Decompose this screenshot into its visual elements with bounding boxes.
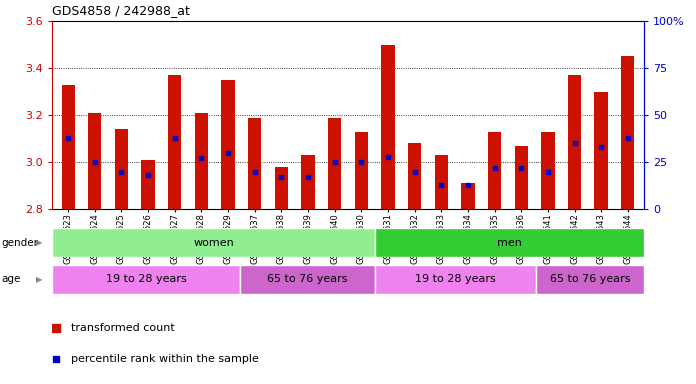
Bar (52, 265, 240, 294)
Bar (594, 92, 608, 209)
Text: GDS4858 / 242988_at: GDS4858 / 242988_at (52, 4, 190, 17)
Text: age: age (1, 274, 21, 285)
Bar (115, 129, 128, 209)
Bar (52, 228, 375, 257)
Bar (408, 143, 421, 209)
Bar (168, 75, 182, 209)
Bar (434, 155, 448, 209)
Bar (536, 265, 644, 294)
Text: gender: gender (1, 238, 38, 248)
Text: women: women (193, 238, 234, 248)
Bar (514, 146, 528, 209)
Text: 65 to 76 years: 65 to 76 years (550, 274, 631, 285)
Bar (221, 80, 235, 209)
Bar (375, 265, 536, 294)
Bar (61, 84, 75, 209)
Bar (461, 184, 475, 209)
Text: 19 to 28 years: 19 to 28 years (416, 274, 496, 285)
Bar (301, 155, 315, 209)
Bar (195, 113, 208, 209)
Text: ▶: ▶ (36, 238, 43, 247)
Text: percentile rank within the sample: percentile rank within the sample (72, 354, 259, 364)
Bar (88, 113, 102, 209)
Bar (621, 56, 635, 209)
Bar (248, 118, 262, 209)
Bar (141, 160, 155, 209)
Bar (328, 118, 341, 209)
Bar (240, 265, 375, 294)
Text: ▶: ▶ (36, 275, 43, 284)
Bar (541, 132, 555, 209)
Text: men: men (497, 238, 522, 248)
Bar (355, 132, 368, 209)
Text: transformed count: transformed count (72, 323, 175, 333)
Bar (488, 132, 501, 209)
Text: 65 to 76 years: 65 to 76 years (267, 274, 348, 285)
Bar (381, 45, 395, 209)
Bar (275, 167, 288, 209)
Text: 19 to 28 years: 19 to 28 years (106, 274, 187, 285)
Bar (568, 75, 581, 209)
Bar (375, 228, 644, 257)
